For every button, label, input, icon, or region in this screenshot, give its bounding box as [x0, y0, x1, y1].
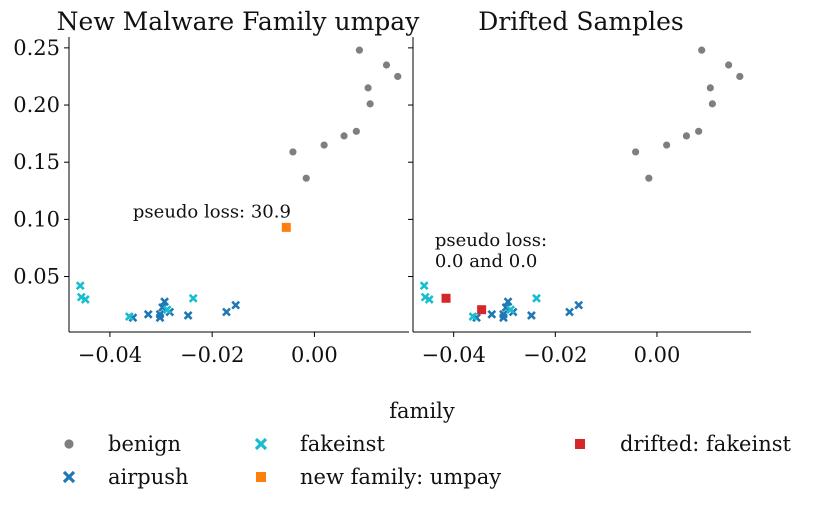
legend-marker-drifted [575, 439, 585, 449]
x-tick-label: −0.04 [78, 343, 142, 367]
point-benign [735, 72, 745, 81]
legend-marker-umpay [256, 472, 266, 482]
point-benign [365, 99, 375, 109]
point-benign [301, 173, 311, 183]
point-drifted-fakeinst [441, 293, 451, 303]
pseudo-loss-annotation: pseudo loss: 30.9 [133, 202, 291, 223]
point-benign [694, 126, 704, 136]
legend-label-umpay: new family: umpay [300, 465, 501, 489]
y-tick-label: 0.20 [13, 93, 60, 117]
right-panel: Drifted Samples −0.04 −0.02 0.00 pseudo los… [408, 7, 751, 367]
point-benign [382, 60, 391, 70]
point-airpush [222, 307, 231, 317]
point-airpush [501, 302, 511, 312]
point-airpush [231, 300, 241, 310]
legend-marker-airpush [62, 470, 76, 484]
point-airpush [499, 309, 508, 319]
point-airpush [158, 302, 167, 312]
point-benign [705, 83, 715, 93]
point-benign [631, 147, 641, 157]
point-airpush [487, 309, 497, 319]
point-fakeinst [424, 294, 434, 304]
point-benign [393, 72, 403, 81]
point-airpush [160, 297, 170, 307]
left-panel: New Malware Family umpay 0.05 0.10 0.15 0.2… [13, 7, 420, 367]
legend-label-benign: benign [108, 432, 181, 456]
point-benign [724, 60, 734, 70]
point-fakeinst [162, 305, 172, 315]
point-airpush [565, 307, 574, 317]
legend-label-drifted: drifted: fakeinst [620, 432, 791, 456]
point-benign [707, 99, 717, 109]
y-tick-label: 0.25 [13, 36, 60, 60]
point-benign [355, 45, 364, 55]
x-tick-label: −0.02 [180, 343, 244, 367]
point-benign [697, 45, 707, 55]
point-benign [339, 131, 349, 141]
point-fakeinst [419, 281, 429, 291]
point-fakeinst [75, 281, 85, 291]
pseudo-loss-annotation: pseudo loss: [435, 230, 547, 251]
legend-entry-benign: benign [63, 432, 181, 456]
y-tick-label: 0.10 [13, 207, 60, 231]
x-tick-label: −0.02 [523, 343, 587, 367]
legend-entry-drifted: drifted: fakeinst [575, 432, 791, 456]
point-benign [644, 173, 654, 183]
point-fakeinst [506, 305, 516, 315]
legend-title: family [389, 399, 455, 423]
x-tick-label: −0.04 [421, 343, 485, 367]
legend-label-airpush: airpush [108, 465, 189, 489]
point-airpush [574, 300, 584, 310]
x-tick-label: 0.00 [634, 343, 681, 367]
point-new-family-umpay [281, 222, 291, 232]
legend-marker-benign [63, 438, 75, 450]
point-airpush [143, 309, 153, 319]
legend-marker-fakeinst [254, 437, 268, 451]
point-airpush [503, 297, 513, 307]
point-airpush [155, 309, 165, 319]
point-airpush [527, 311, 536, 320]
point-fakeinst [188, 293, 198, 303]
legend: family benign airpush fakeinst new famil… [62, 399, 791, 489]
x-tick-label: 0.00 [291, 343, 338, 367]
y-tick-label: 0.05 [13, 265, 60, 289]
y-tick-label: 0.15 [13, 150, 60, 174]
point-benign [319, 140, 329, 150]
point-fakeinst [532, 293, 541, 303]
point-benign [682, 131, 691, 141]
point-fakeinst [124, 312, 134, 321]
point-fakeinst [468, 312, 478, 321]
point-benign [662, 140, 672, 150]
left-panel-title: New Malware Family umpay [57, 7, 421, 36]
right-panel-title: Drifted Samples [478, 7, 683, 36]
legend-label-fakeinst: fakeinst [300, 432, 385, 456]
point-benign [363, 83, 373, 93]
point-benign [351, 126, 361, 136]
point-airpush [183, 311, 193, 320]
legend-entry-fakeinst: fakeinst [254, 432, 385, 456]
point-fakeinst [80, 294, 90, 304]
point-drifted-fakeinst [477, 305, 487, 315]
point-benign [288, 147, 298, 157]
legend-entry-airpush: airpush [62, 465, 189, 489]
legend-entry-umpay: new family: umpay [256, 465, 501, 489]
pseudo-loss-annotation: 0.0 and 0.0 [435, 251, 538, 272]
